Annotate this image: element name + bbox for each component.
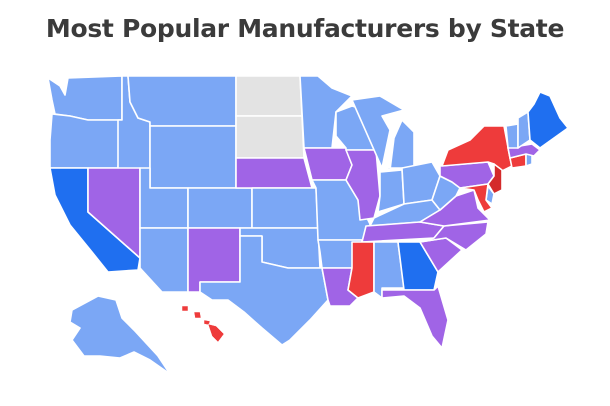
state-GA[interactable] <box>397 241 439 291</box>
map-title: Most Popular Manufacturers by State <box>45 14 565 43</box>
state-IA[interactable] <box>303 147 353 181</box>
state-WY[interactable] <box>149 125 237 189</box>
state-SD[interactable] <box>235 115 305 159</box>
state-AK[interactable] <box>69 295 171 375</box>
state-IN[interactable] <box>377 169 405 213</box>
state-ME[interactable] <box>527 91 569 149</box>
state-WA[interactable] <box>47 75 123 121</box>
state-HI[interactable] <box>181 305 225 343</box>
state-OR[interactable] <box>49 113 123 169</box>
state-MD[interactable] <box>459 183 493 213</box>
state-MT[interactable] <box>127 75 237 127</box>
state-IL[interactable] <box>345 149 381 221</box>
state-VT[interactable] <box>505 123 519 149</box>
state-CO[interactable] <box>187 187 253 229</box>
state-FL[interactable] <box>381 285 449 349</box>
state-ND[interactable] <box>235 75 303 117</box>
state-KS[interactable] <box>251 187 319 229</box>
state-MS[interactable] <box>347 241 375 299</box>
state-NE[interactable] <box>235 157 313 189</box>
state-AZ[interactable] <box>139 227 189 293</box>
state-TX[interactable] <box>199 235 329 346</box>
